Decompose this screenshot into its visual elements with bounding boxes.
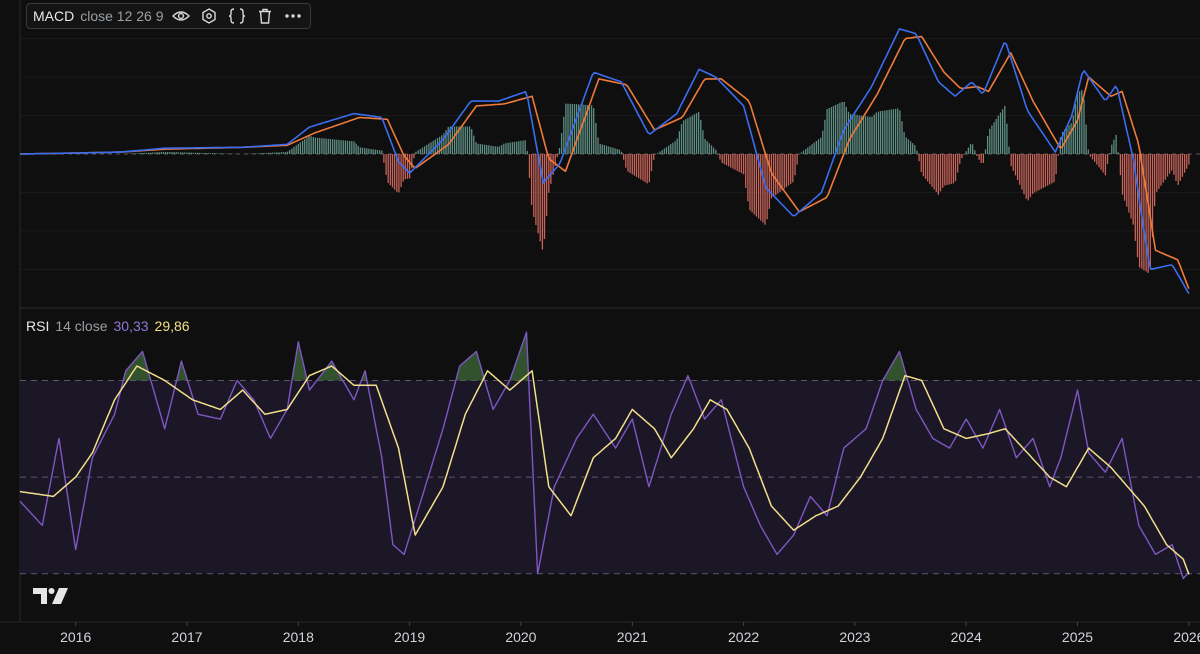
macd-histogram[interactable]: [20, 90, 1190, 273]
trash-icon[interactable]: [254, 6, 276, 26]
rsi-ma-value: 29,86: [154, 318, 190, 334]
source-code-icon[interactable]: [226, 6, 248, 26]
more-icon[interactable]: [282, 6, 304, 26]
rsi-pane[interactable]: [19, 331, 1200, 580]
macd-legend-params: close 12 26 9: [80, 8, 164, 24]
macd-pane[interactable]: [20, 28, 1200, 295]
time-tick-label: 2024: [951, 629, 982, 645]
time-tick-label: 2021: [617, 629, 648, 645]
rsi-line[interactable]: [19, 331, 1190, 580]
rsi-overbought-fill: [456, 351, 485, 381]
tradingview-logo[interactable]: [33, 586, 69, 606]
rsi-legend-name: RSI: [26, 318, 50, 334]
rsi-overbought-fill: [177, 361, 187, 381]
rsi-overbought-fill: [510, 332, 529, 381]
rsi-legend[interactable]: RSI 14 close 30,33 29,86: [26, 318, 190, 334]
rsi-overbought-fill: [686, 375, 689, 381]
rsi-legend-params: 14 close: [55, 318, 108, 334]
time-tick-label: 2025: [1062, 629, 1093, 645]
time-tick-label: 2017: [171, 629, 202, 645]
macd-line[interactable]: [20, 28, 1190, 295]
time-tick-label: 2020: [505, 629, 536, 645]
eye-icon[interactable]: [170, 6, 192, 26]
rsi-value: 30,33: [113, 318, 149, 334]
time-tick-label: 2023: [839, 629, 870, 645]
macd-legend-name: MACD: [33, 8, 75, 24]
time-tick-label: 2018: [283, 629, 314, 645]
time-tick-label: 2016: [60, 629, 91, 645]
time-tick-label: 2022: [728, 629, 759, 645]
rsi-ma-line[interactable]: [19, 365, 1190, 575]
time-tick-label: 2019: [394, 629, 425, 645]
macd-legend[interactable]: MACD close 12 26 9: [26, 3, 311, 29]
rsi-overbought-fill: [292, 341, 308, 381]
settings-icon[interactable]: [198, 6, 220, 26]
time-axis[interactable]: 2016 2017 2018 2019 2020 2021 2022 2023 2024 2025…: [60, 622, 1200, 645]
time-tick-label: 2026: [1173, 629, 1200, 645]
rsi-overbought-fill: [317, 361, 343, 381]
